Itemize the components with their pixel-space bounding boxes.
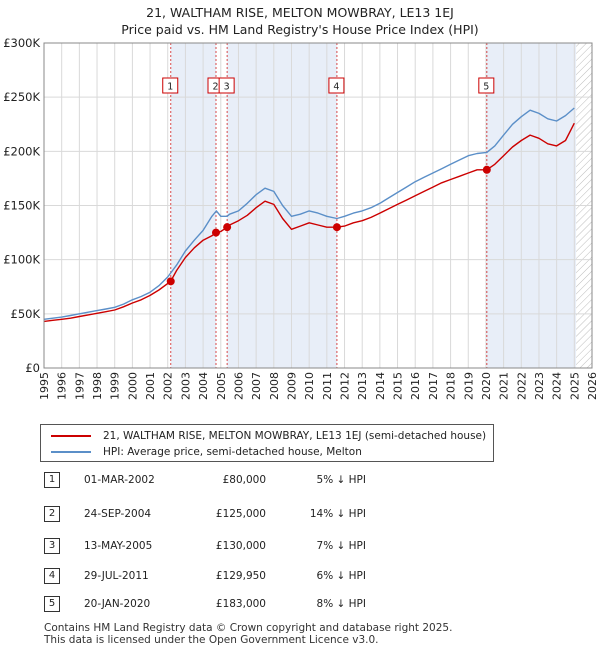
footer-line-2: This data is licensed under the Open Gov… xyxy=(44,634,379,646)
transaction-label-box xyxy=(218,77,235,94)
x-tick-label: 2018 xyxy=(445,372,458,400)
legend-label-property: 21, WALTHAM RISE, MELTON MOWBRAY, LE13 1… xyxy=(103,430,487,442)
x-tick-label: 2005 xyxy=(215,372,228,400)
y-tick-label: £50K xyxy=(11,307,41,321)
sale-point xyxy=(482,165,491,174)
price-chart: 1 2 3 4 5£0£50K£100K£150K£200K£250K£300K1995… xyxy=(3,36,599,400)
transaction-price: £183,000 xyxy=(215,598,266,610)
sale-point xyxy=(166,277,175,286)
sale-point xyxy=(212,228,221,237)
transaction-hpi-diff: 8% ↓ HPI xyxy=(316,598,366,610)
transaction-price: £129,950 xyxy=(215,570,266,582)
chart-legend: 21, WALTHAM RISE, MELTON MOWBRAY, LE13 1… xyxy=(40,424,494,462)
table-row: 4 29-JUL-2011 £129,950 6% ↓ HPI xyxy=(44,568,384,586)
x-tick-label: 1995 xyxy=(38,372,51,400)
x-tick-label: 2008 xyxy=(268,372,281,400)
transaction-date: 01-MAR-2002 xyxy=(84,474,155,486)
x-tick-label: 2001 xyxy=(144,372,157,400)
table-row: 1 01-MAR-2002 £80,000 5% ↓ HPI xyxy=(44,472,384,490)
transaction-number: 2 xyxy=(44,506,60,522)
x-tick-label: 1999 xyxy=(109,372,122,400)
x-tick-label: 2023 xyxy=(533,372,546,400)
x-tick-label: 2014 xyxy=(374,372,387,400)
transaction-label: 5 xyxy=(483,82,489,93)
table-row: 3 13-MAY-2005 £130,000 7% ↓ HPI xyxy=(44,538,384,556)
legend-swatch-hpi xyxy=(51,451,91,453)
x-tick-label: 2011 xyxy=(321,372,334,400)
x-tick-label: 1996 xyxy=(56,372,69,400)
x-tick-label: 2000 xyxy=(126,372,139,400)
x-tick-label: 2016 xyxy=(409,372,422,400)
transaction-hpi-diff: 14% ↓ HPI xyxy=(309,508,366,520)
x-tick-label: 2013 xyxy=(356,372,369,400)
x-tick-label: 2009 xyxy=(285,372,298,400)
transaction-number: 4 xyxy=(44,568,60,584)
transaction-hpi-diff: 5% ↓ HPI xyxy=(316,474,366,486)
transaction-date: 29-JUL-2011 xyxy=(84,570,149,582)
transaction-number: 5 xyxy=(44,596,60,612)
legend-item-property: 21, WALTHAM RISE, MELTON MOWBRAY, LE13 1… xyxy=(51,428,486,444)
transaction-label: 1 xyxy=(167,82,173,93)
chart-title: 21, WALTHAM RISE, MELTON MOWBRAY, LE13 1… xyxy=(146,5,454,20)
transaction-label-box xyxy=(328,77,345,94)
footer-line-1: Contains HM Land Registry data © Crown c… xyxy=(44,622,453,634)
y-tick-label: £0 xyxy=(25,361,40,375)
x-tick-label: 2004 xyxy=(197,372,210,400)
x-tick-label: 1998 xyxy=(91,372,104,400)
sale-point xyxy=(223,223,232,232)
x-tick-label: 2024 xyxy=(551,372,564,400)
transaction-number: 3 xyxy=(44,538,60,554)
transaction-label: 3 xyxy=(224,82,230,93)
y-tick-label: £100K xyxy=(3,253,40,267)
transaction-label: 2 xyxy=(212,82,218,93)
y-tick-label: £300K xyxy=(3,36,40,50)
table-row: 5 20-JAN-2020 £183,000 8% ↓ HPI xyxy=(44,596,384,614)
x-tick-label: 2017 xyxy=(427,372,440,400)
x-tick-label: 2012 xyxy=(339,372,352,400)
x-tick-label: 2020 xyxy=(480,372,493,400)
transaction-number: 1 xyxy=(44,472,60,488)
footer-attribution: Contains HM Land Registry data © Crown c… xyxy=(44,622,452,646)
table-row: 2 24-SEP-2004 £125,000 14% ↓ HPI xyxy=(44,506,384,524)
legend-item-hpi: HPI: Average price, semi-detached house,… xyxy=(51,444,362,460)
legend-label-hpi: HPI: Average price, semi-detached house,… xyxy=(103,446,362,458)
transaction-date: 20-JAN-2020 xyxy=(84,598,151,610)
x-tick-label: 2002 xyxy=(162,372,175,400)
y-tick-label: £150K xyxy=(3,199,40,213)
x-tick-label: 1997 xyxy=(73,372,86,400)
transaction-price: £130,000 xyxy=(215,540,266,552)
sale-point xyxy=(332,223,341,232)
transaction-hpi-diff: 6% ↓ HPI xyxy=(316,570,366,582)
transaction-label-box xyxy=(162,77,179,94)
transaction-label: 4 xyxy=(333,82,339,93)
x-tick-label: 2019 xyxy=(462,372,475,400)
hpi-line xyxy=(43,107,575,320)
transaction-label-box xyxy=(478,77,495,94)
transaction-hpi-diff: 7% ↓ HPI xyxy=(316,540,366,552)
transaction-date: 24-SEP-2004 xyxy=(84,508,152,520)
legend-swatch-property xyxy=(51,435,91,437)
y-tick-label: £250K xyxy=(3,90,40,104)
x-tick-label: 2015 xyxy=(392,372,405,400)
x-tick-label: 2025 xyxy=(568,372,581,400)
chart-subtitle: Price paid vs. HM Land Registry's House … xyxy=(121,22,479,37)
x-tick-label: 2007 xyxy=(250,372,263,400)
transaction-price: £80,000 xyxy=(222,474,266,486)
transaction-price: £125,000 xyxy=(215,508,266,520)
y-tick-label: £200K xyxy=(3,144,40,158)
x-tick-label: 2021 xyxy=(498,372,511,400)
x-tick-label: 2010 xyxy=(303,372,316,400)
plot-frame xyxy=(43,42,593,369)
x-tick-label: 2022 xyxy=(515,372,528,400)
x-tick-label: 2003 xyxy=(179,372,192,400)
transaction-date: 13-MAY-2005 xyxy=(84,540,153,552)
x-tick-label: 2026 xyxy=(586,372,599,400)
x-tick-label: 2006 xyxy=(232,372,245,400)
